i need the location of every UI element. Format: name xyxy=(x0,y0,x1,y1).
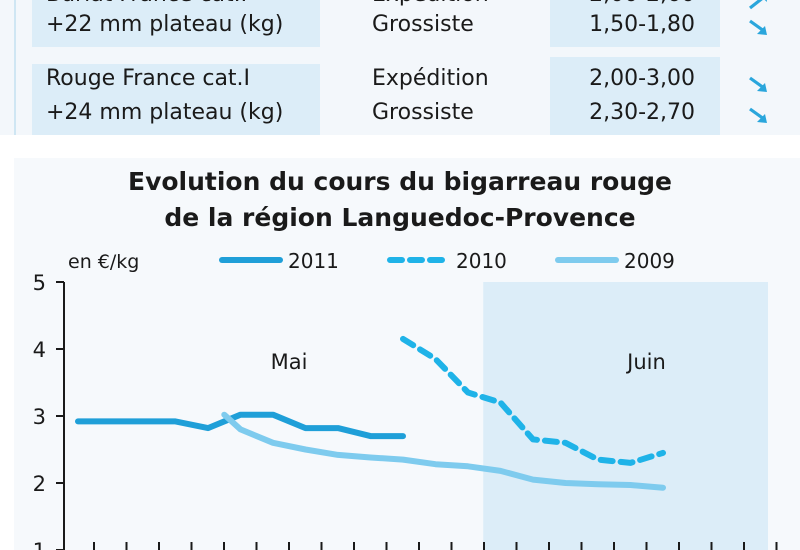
price-range: 2,30-2,70 xyxy=(589,100,695,125)
stage-label: Expédition xyxy=(372,66,489,91)
trend-down-icon xyxy=(749,107,767,123)
series-line-2011 xyxy=(75,411,406,440)
product-spec: +22 mm plateau (kg) xyxy=(46,12,284,37)
price-range: 1,50-1,80 xyxy=(589,12,695,37)
period-label-mai: Mai xyxy=(271,350,308,374)
y-axis-label: en €/kg xyxy=(68,251,139,273)
price-band xyxy=(550,57,720,135)
trend-up-icon xyxy=(749,0,767,10)
trend-down-icon xyxy=(749,76,767,92)
legend-label-2011: 2011 xyxy=(288,249,339,273)
y-tick-label: 1 xyxy=(33,539,46,550)
stage-label: Grossiste xyxy=(372,12,474,37)
price-band xyxy=(550,0,720,47)
series-line-2010 xyxy=(400,335,666,466)
y-tick-label: 2 xyxy=(33,472,46,496)
y-tick-label: 4 xyxy=(33,338,46,362)
stage-label: Expédition xyxy=(372,0,489,12)
series-line-2009 xyxy=(221,411,666,491)
price-range: 2,00-3,00 xyxy=(589,66,695,91)
period-shade-juin xyxy=(483,282,768,550)
y-tick-label: 5 xyxy=(33,271,46,295)
legend-label-2009: 2009 xyxy=(624,249,675,273)
product-band xyxy=(32,64,320,135)
stage-label: Grossiste xyxy=(372,100,474,125)
price-table: Burlat France cat.I +22 mm plateau (kg) … xyxy=(0,0,800,135)
table-left-rule xyxy=(14,0,16,135)
price-range: 2,00-2,60 xyxy=(550,0,695,12)
chart-title: Evolution du cours du bigarreau rouge xyxy=(128,167,672,196)
y-tick-label: 3 xyxy=(33,405,46,429)
period-label-juin: Juin xyxy=(625,350,666,374)
product-name: Burlat France cat.I xyxy=(46,0,247,12)
product-band xyxy=(32,0,320,47)
legend-label-2010: 2010 xyxy=(456,249,507,273)
chart-legend: 2011 2010 2009 xyxy=(219,249,675,273)
trend-down-icon xyxy=(749,19,767,35)
product-spec: +24 mm plateau (kg) xyxy=(46,100,284,125)
product-name: Rouge France cat.I xyxy=(46,66,251,91)
chart-subtitle: de la région Languedoc-Provence xyxy=(164,203,636,232)
